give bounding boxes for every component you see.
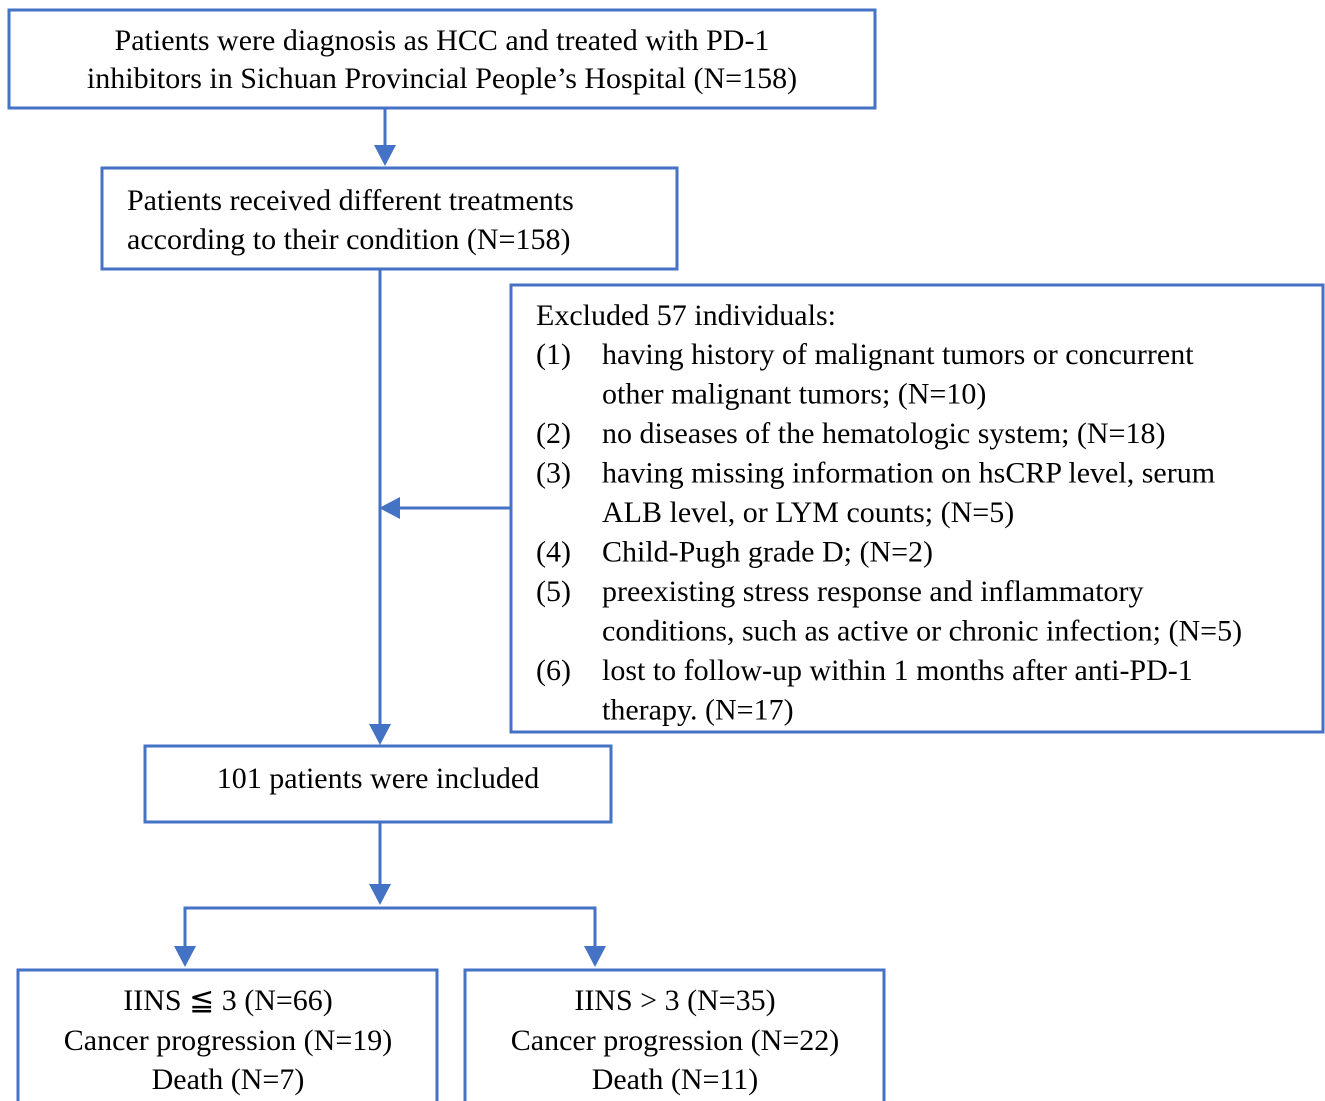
item-text: Child-Pugh grade D; (N=2) [602, 535, 933, 568]
item-number: (2) [536, 417, 571, 450]
arrowhead [584, 946, 606, 967]
node-text: Patients received different treatments [127, 184, 574, 217]
node-text: according to their condition (N=158) [127, 223, 570, 256]
item-number: (4) [536, 535, 571, 568]
node-text: IINS ≦ 3 (N=66) [123, 984, 333, 1017]
item-text: having missing information on hsCRP leve… [602, 456, 1215, 489]
node-text: 101 patients were included [217, 762, 539, 795]
item-number: (1) [536, 338, 571, 371]
box [143, 744, 613, 824]
arrowhead [174, 946, 196, 967]
item-text: other malignant tumors; (N=10) [602, 377, 986, 410]
node-text: Cancer progression (N=19) [64, 1024, 393, 1057]
exclusion-title: Excluded 57 individuals: [536, 299, 836, 332]
node-text: Death (N=11) [592, 1063, 759, 1096]
item-number: (6) [536, 654, 571, 687]
item-number: (5) [536, 575, 571, 608]
box [100, 166, 679, 271]
item-text: no diseases of the hematologic system; (… [602, 417, 1165, 450]
arrowhead [369, 884, 391, 905]
item-text: preexisting stress response and inflamma… [602, 575, 1144, 608]
item-text: therapy. (N=17) [602, 693, 794, 726]
arrowhead [374, 145, 396, 166]
arrowhead [379, 497, 400, 519]
item-number: (3) [536, 456, 571, 489]
item-text: lost to follow-up within 1 months after … [602, 654, 1193, 687]
node-text: Cancer progression (N=22) [511, 1024, 840, 1057]
node-text: Patients were diagnosis as HCC and treat… [115, 24, 770, 57]
arrowhead [369, 724, 391, 745]
node-text: inhibitors in Sichuan Provincial People’… [87, 62, 797, 95]
box [7, 8, 877, 110]
item-text: having history of malignant tumors or co… [602, 338, 1194, 371]
box [16, 968, 439, 1101]
node-text: Death (N=7) [152, 1063, 305, 1096]
node-text: IINS > 3 (N=35) [574, 984, 775, 1017]
item-text: ALB level, or LYM counts; (N=5) [602, 496, 1014, 529]
item-text: conditions, such as active or chronic in… [602, 614, 1242, 647]
box [463, 968, 886, 1101]
connector [183, 906, 597, 950]
